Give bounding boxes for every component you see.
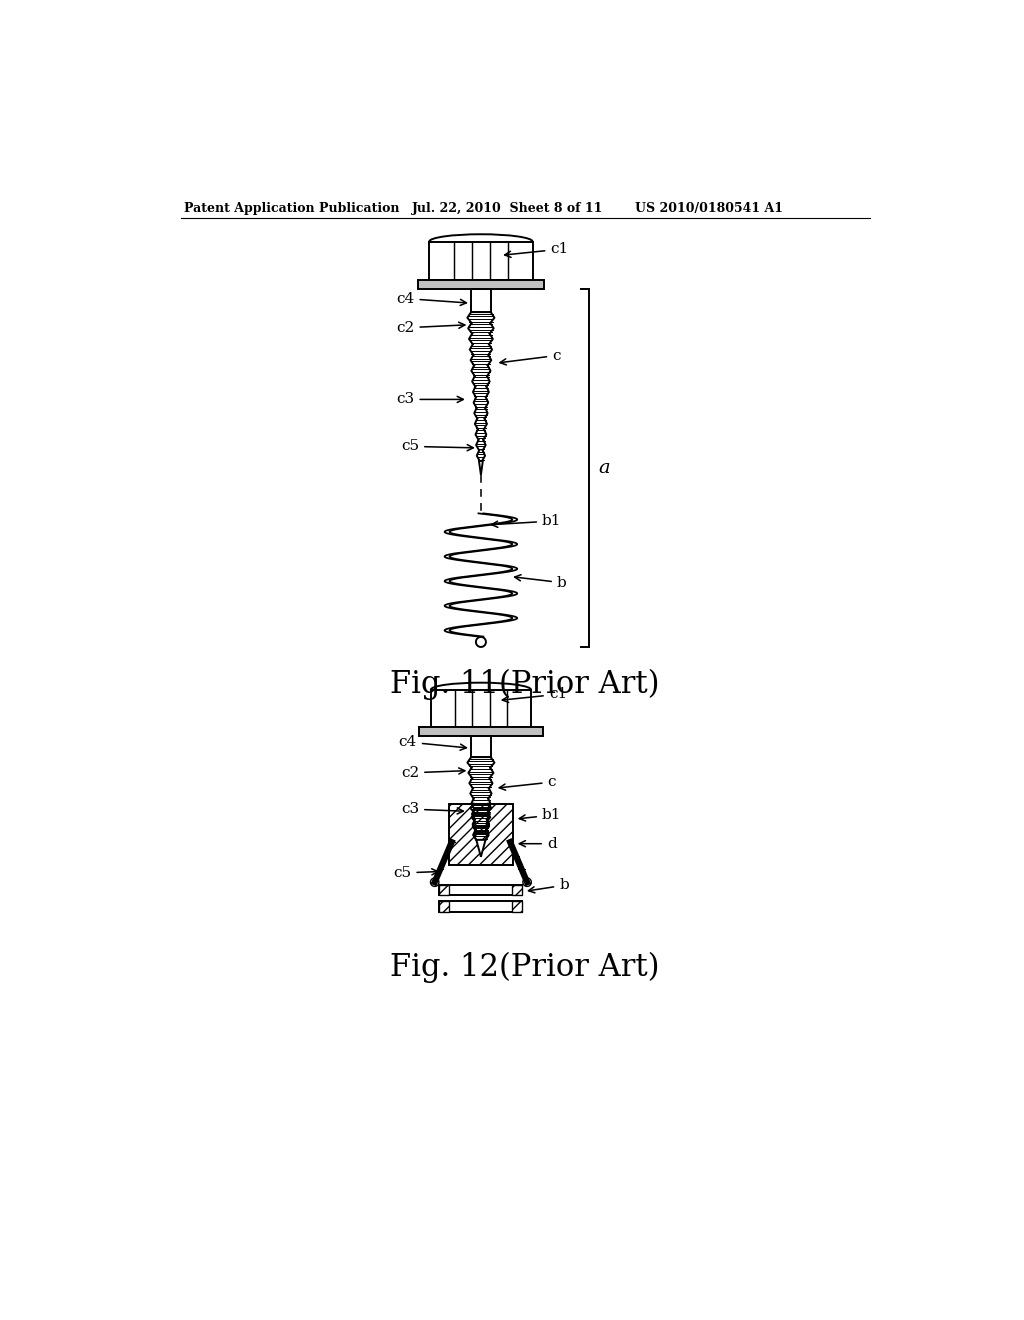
Text: Patent Application Publication: Patent Application Publication [184, 202, 400, 215]
Text: c2: c2 [401, 766, 465, 780]
Polygon shape [476, 840, 485, 857]
Text: c4: c4 [398, 735, 466, 750]
Text: Jul. 22, 2010  Sheet 8 of 11: Jul. 22, 2010 Sheet 8 of 11 [412, 202, 603, 215]
Text: b: b [515, 574, 566, 590]
Text: US 2010/0180541 A1: US 2010/0180541 A1 [635, 202, 783, 215]
Text: c: c [500, 348, 560, 364]
Text: d: d [519, 837, 557, 850]
Polygon shape [479, 461, 483, 475]
Polygon shape [419, 726, 543, 737]
Text: Fig. 12(Prior Art): Fig. 12(Prior Art) [390, 952, 659, 982]
Polygon shape [439, 884, 450, 895]
Text: b1: b1 [492, 513, 561, 528]
Text: c2: c2 [396, 321, 465, 335]
Text: c: c [500, 775, 556, 791]
Polygon shape [439, 902, 450, 912]
Polygon shape [512, 902, 522, 912]
Polygon shape [418, 280, 544, 289]
Text: a: a [599, 459, 610, 478]
Text: c3: c3 [401, 803, 463, 816]
Text: b: b [528, 878, 569, 892]
Text: c1: c1 [505, 243, 568, 257]
Text: c4: c4 [396, 292, 466, 305]
Text: c3: c3 [396, 392, 463, 407]
Polygon shape [512, 884, 522, 895]
Text: c5: c5 [393, 866, 438, 880]
Polygon shape [449, 804, 513, 866]
Text: Fig. 11(Prior Art): Fig. 11(Prior Art) [390, 669, 659, 700]
Text: c5: c5 [401, 440, 473, 453]
Text: b1: b1 [519, 808, 561, 822]
Text: c1: c1 [503, 688, 567, 702]
